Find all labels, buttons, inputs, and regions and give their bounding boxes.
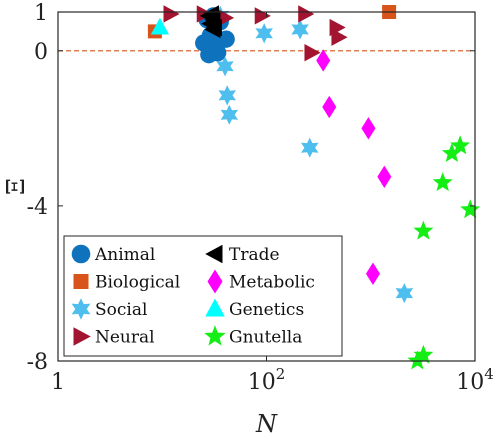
y-tick-label: 1 <box>34 1 48 26</box>
neural-point <box>331 28 348 46</box>
x-tick-label: 102 <box>248 365 286 395</box>
y-axis-title: Ξ <box>2 178 30 195</box>
x-tick-exponent: 2 <box>276 365 286 383</box>
legend-marker-animal <box>71 244 91 264</box>
neural-point <box>304 44 321 62</box>
metabolic-point <box>377 165 392 189</box>
x-tick-exponent: 4 <box>484 365 494 383</box>
gnutella-point <box>460 199 481 219</box>
neural-point <box>218 9 235 27</box>
legend: Animal Biological Social Neural Trade Metabol… <box>63 235 343 357</box>
y-tick-label: -4 <box>27 195 48 220</box>
legend-marker-biological <box>73 274 89 289</box>
x-tick-label: 1 <box>51 370 65 395</box>
social-point <box>255 23 273 44</box>
neural-point <box>163 5 180 23</box>
gnutella-point <box>441 143 462 162</box>
gnutella-point <box>407 350 428 370</box>
x-tick-base: 1 <box>51 370 65 395</box>
data-points <box>147 5 481 370</box>
legend-label-trade: Trade <box>229 245 280 265</box>
metabolic-point <box>322 95 337 119</box>
legend-label-gnutella: Gnutella <box>229 328 302 348</box>
metabolic-point <box>361 117 376 140</box>
legend-marker-genetics <box>205 298 225 317</box>
neural-point <box>298 5 315 23</box>
gnutella-point <box>450 135 471 155</box>
x-tick-base: 10 <box>248 370 276 395</box>
legend-marker-social <box>71 298 91 320</box>
x-axis-title: N <box>255 410 278 437</box>
legend-label-metabolic: Metabolic <box>229 273 315 293</box>
social-point <box>291 19 309 40</box>
animal-point <box>208 44 227 62</box>
legend-marker-neural <box>73 327 91 346</box>
trade-point <box>205 18 222 37</box>
social-point <box>301 137 319 158</box>
x-tick-label: 104 <box>456 365 494 395</box>
legend-marker-metabolic <box>207 269 223 294</box>
legend-marker-trade <box>205 244 223 264</box>
legend-label-social: Social <box>95 300 147 320</box>
y-tick-label: 0 <box>34 40 48 65</box>
neural-point <box>254 7 271 25</box>
legend-label-neural: Neural <box>95 328 155 348</box>
y-tick-label: -8 <box>27 350 48 375</box>
social-point <box>220 104 239 125</box>
metabolic-point <box>316 49 331 72</box>
social-point <box>218 85 236 106</box>
social-point <box>216 56 234 77</box>
gnutella-point <box>413 220 434 240</box>
genetics-point <box>150 17 170 35</box>
legend-label-biological: Biological <box>95 273 180 293</box>
social-point <box>395 283 414 304</box>
legend-marker-gnutella <box>204 325 226 346</box>
legend-label-genetics: Genetics <box>229 300 304 320</box>
metabolic-point <box>365 262 380 285</box>
gnutella-point <box>432 172 453 192</box>
legend-label-animal: Animal <box>94 245 155 265</box>
x-tick-base: 10 <box>456 370 484 395</box>
legend-box <box>63 235 343 357</box>
gnutella-point <box>413 344 434 364</box>
